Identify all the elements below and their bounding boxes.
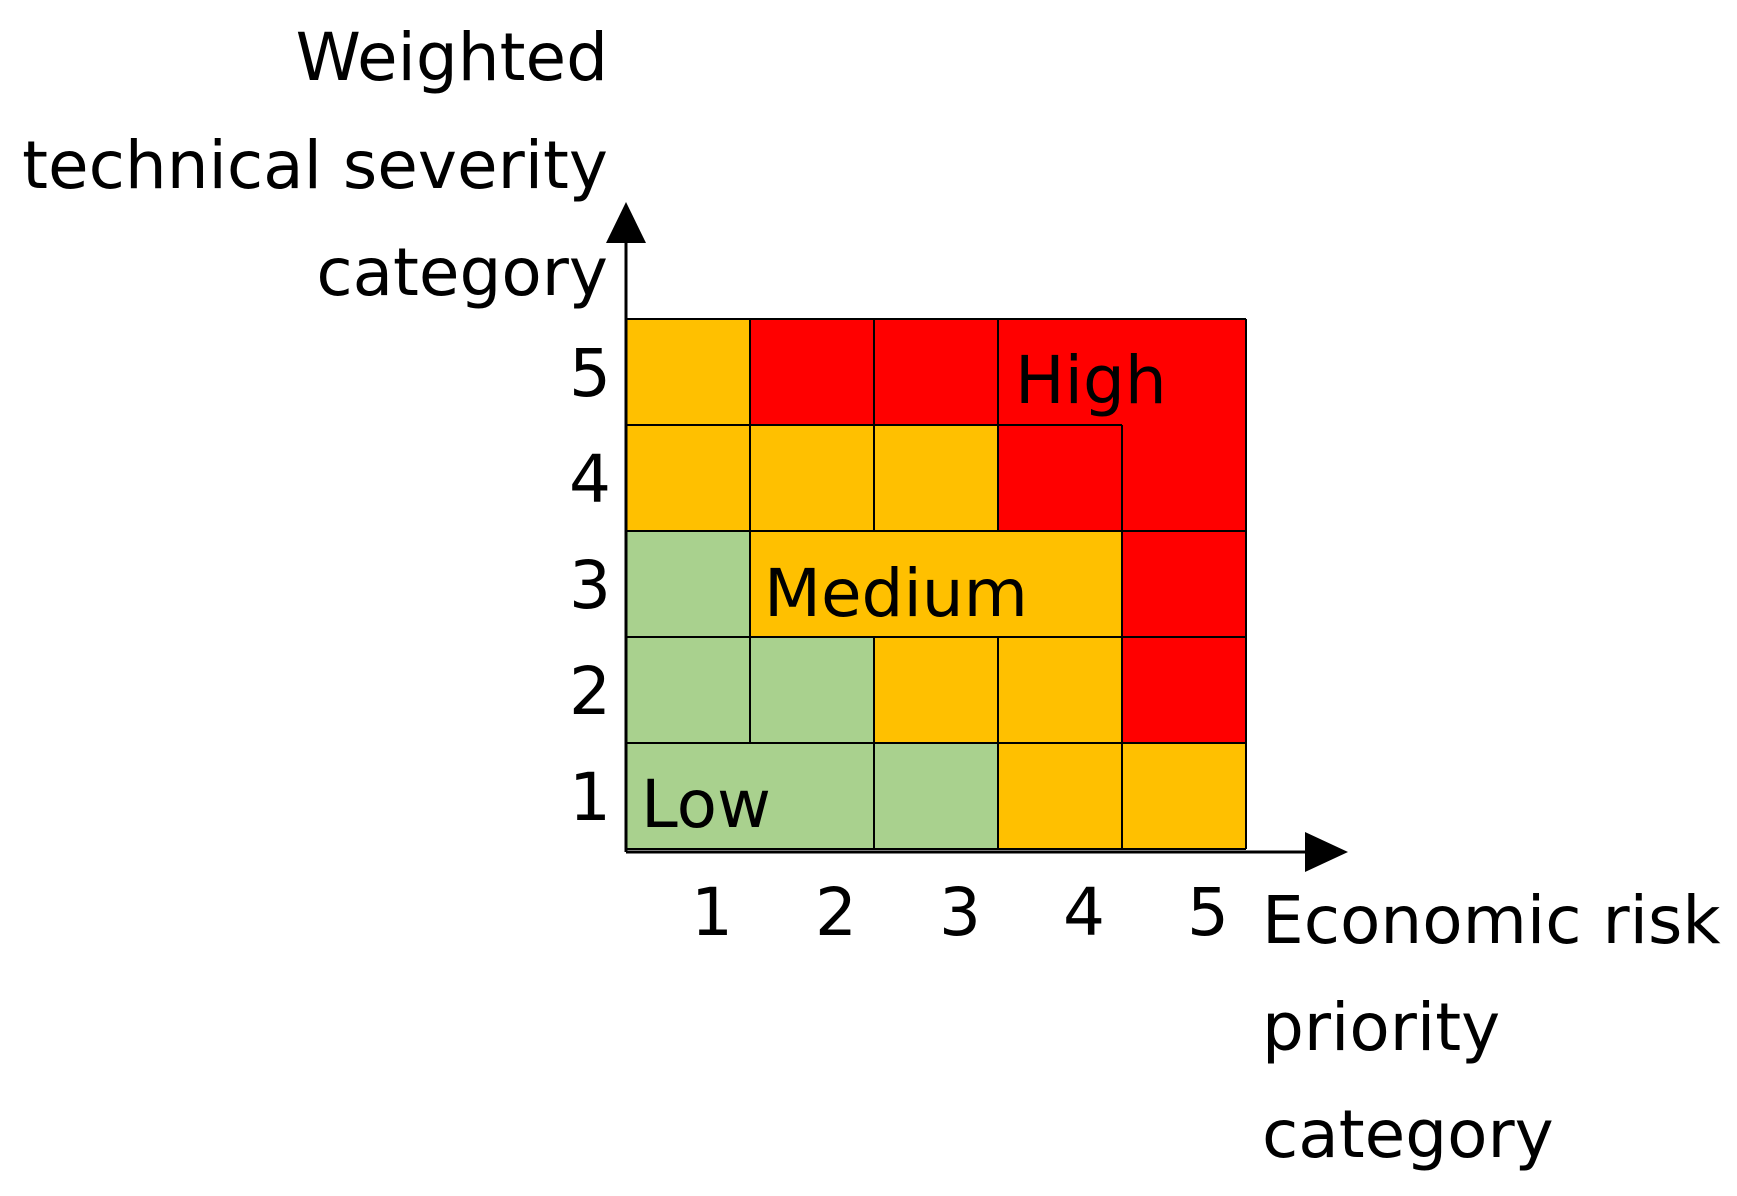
matrix-cell <box>874 743 998 849</box>
matrix-cell <box>626 531 750 637</box>
matrix-cell <box>1122 425 1246 531</box>
matrix-cell <box>1122 743 1246 849</box>
matrix-cell <box>626 743 750 849</box>
y-tick-label: 4 <box>569 441 611 518</box>
y-tick-label: 3 <box>569 547 611 624</box>
matrix-cell <box>998 319 1122 425</box>
x-tick-label: 2 <box>815 874 857 951</box>
matrix-cell <box>874 319 998 425</box>
y-axis-arrowhead <box>606 202 646 243</box>
matrix-cell <box>750 637 874 743</box>
y-axis-ticks: 5 4 3 2 1 <box>569 335 611 836</box>
y-axis-title-line-1: Weighted <box>296 19 608 96</box>
matrix-cell <box>1122 637 1246 743</box>
x-axis-ticks: 1 2 3 4 5 <box>691 874 1229 951</box>
x-axis-title-line-2: priority <box>1262 989 1500 1066</box>
zone-label-low: Low <box>641 766 771 843</box>
zone-label-medium: Medium <box>764 555 1028 632</box>
matrix-cell <box>626 637 750 743</box>
y-axis-title-line-2: technical severity <box>22 127 608 204</box>
matrix-cell <box>750 319 874 425</box>
x-tick-label: 5 <box>1187 874 1229 951</box>
matrix-cell <box>750 531 874 637</box>
x-axis-title-line-3: category <box>1262 1096 1554 1173</box>
x-axis-title-line-1: Economic risk <box>1262 882 1721 959</box>
matrix-cell <box>874 637 998 743</box>
matrix-cell <box>626 425 750 531</box>
matrix-cell <box>874 425 998 531</box>
matrix-cell <box>750 425 874 531</box>
x-axis-arrowhead <box>1305 832 1348 872</box>
matrix-cell <box>1122 531 1246 637</box>
x-tick-label: 1 <box>691 874 733 951</box>
matrix-cell <box>998 531 1122 637</box>
y-tick-label: 2 <box>569 653 611 730</box>
matrix-cell <box>750 743 874 849</box>
y-tick-label: 1 <box>569 759 611 836</box>
matrix-cell <box>626 319 750 425</box>
matrix-cell <box>1122 319 1246 425</box>
y-tick-label: 5 <box>569 335 611 412</box>
matrix-cell <box>998 637 1122 743</box>
matrix-cell <box>874 531 998 637</box>
x-tick-label: 3 <box>939 874 981 951</box>
x-tick-label: 4 <box>1063 874 1105 951</box>
matrix-cells <box>625 318 1247 850</box>
zone-label-high: High <box>1015 342 1167 419</box>
y-axis-title-line-3: category <box>316 234 608 311</box>
matrix-cell <box>998 425 1122 531</box>
matrix-cell <box>998 743 1122 849</box>
